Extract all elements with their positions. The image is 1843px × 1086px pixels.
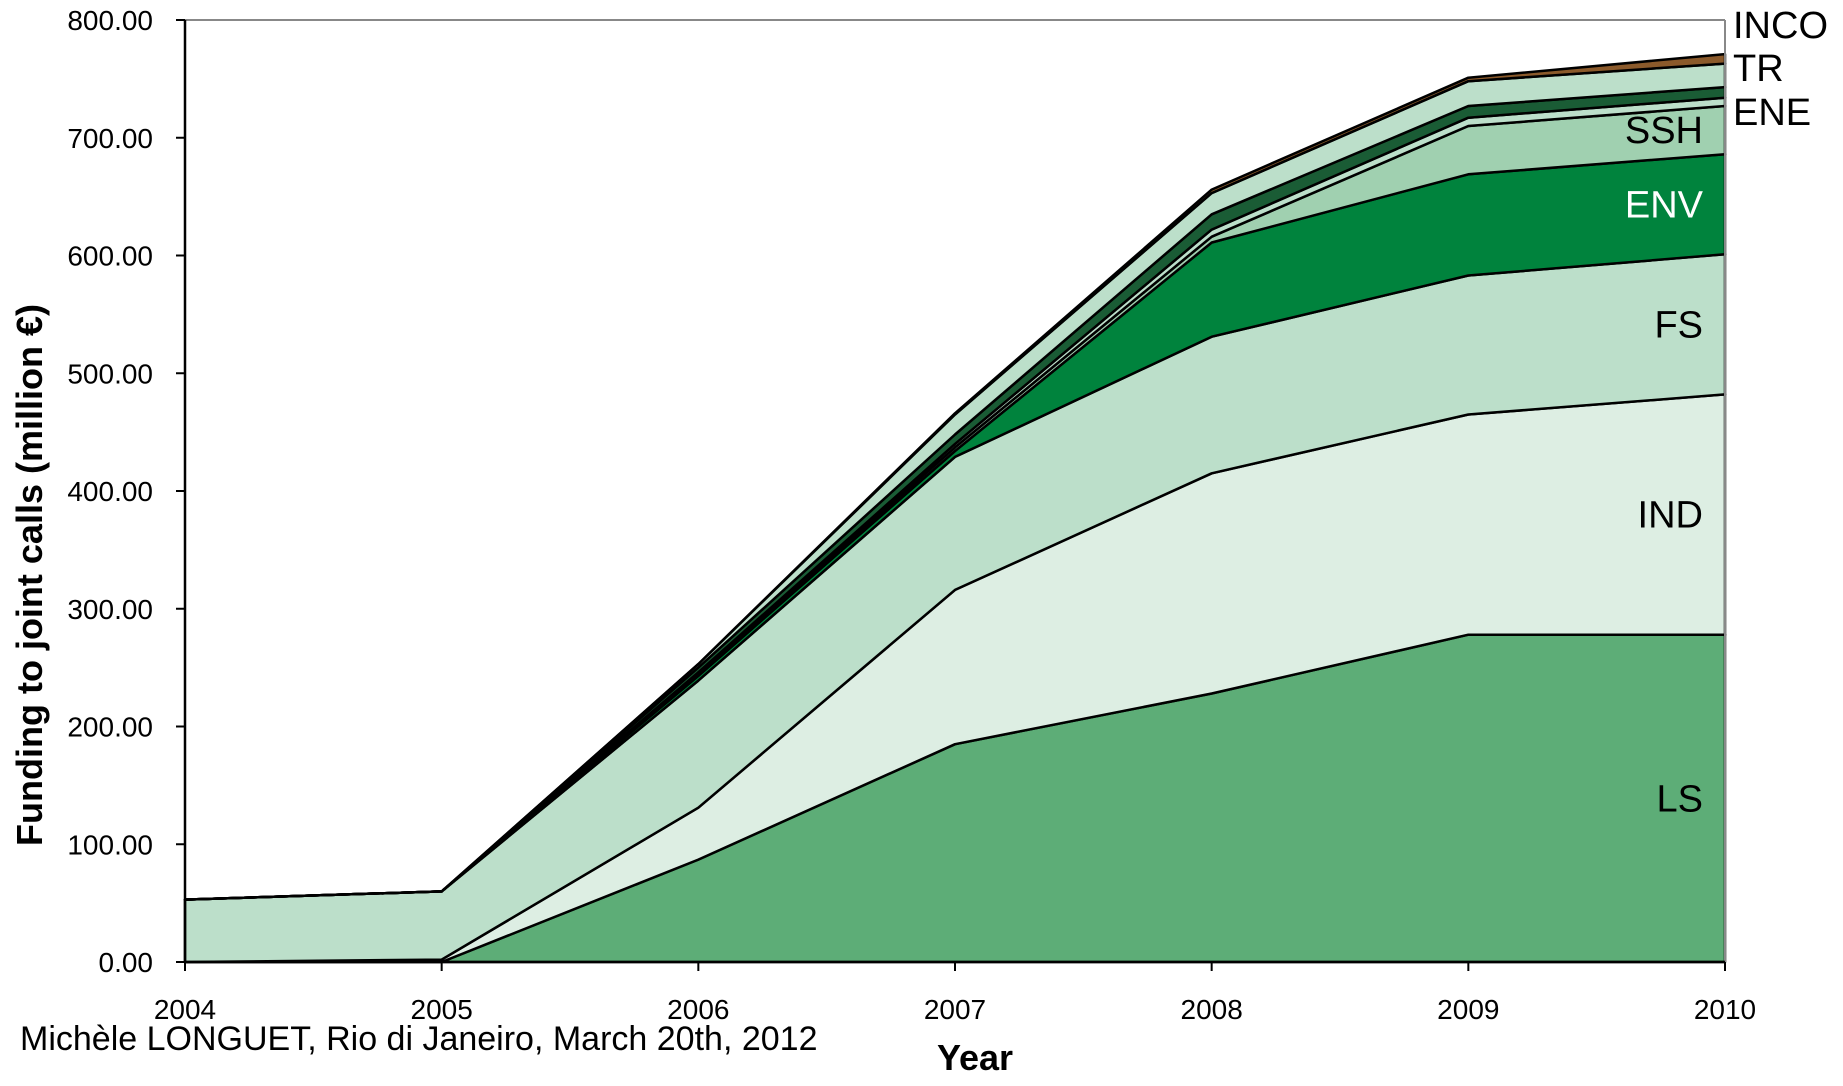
series-label-ind: IND: [1638, 495, 1703, 537]
credit-text: Michèle LONGUET, Rio di Janeiro, March 2…: [20, 1020, 817, 1058]
y-tick-label: 300.00: [67, 594, 153, 625]
y-tick-label: 600.00: [67, 241, 153, 272]
y-tick-label: 700.00: [67, 123, 153, 154]
series-label-env: ENV: [1625, 184, 1704, 226]
x-tick-label: 2007: [924, 994, 986, 1025]
series-label-fs: FS: [1654, 304, 1703, 346]
series-label-ssh: SSH: [1625, 110, 1703, 152]
y-axis-title: Funding to joint calls (million €): [9, 304, 50, 846]
x-axis-title: Year: [937, 1037, 1013, 1078]
series-label-ls: LS: [1657, 778, 1703, 820]
x-tick-label: 2009: [1437, 994, 1499, 1025]
y-axis-ticks: 0.00 100.00 200.00 300.00 400.00 500.00 600.00…: [67, 5, 185, 978]
x-tick-label: 2006: [667, 994, 729, 1025]
y-tick-label: 500.00: [67, 358, 153, 389]
x-axis-ticks: 2004 2005 2006 2007 2008 2009 2010: [154, 962, 1756, 1025]
x-tick-label: 2005: [411, 994, 473, 1025]
y-tick-label: 100.00: [67, 829, 153, 860]
y-tick-label: 0.00: [99, 947, 154, 978]
series-label-inco: INCO: [1733, 5, 1828, 47]
y-tick-label: 200.00: [67, 712, 153, 743]
series-label-ene: ENE: [1733, 92, 1811, 134]
x-tick-label: 2004: [154, 994, 216, 1025]
area-layers: [183, 52, 1727, 964]
y-tick-label: 800.00: [67, 5, 153, 36]
x-tick-label: 2008: [1181, 994, 1243, 1025]
y-tick-label: 400.00: [67, 476, 153, 507]
series-label-tr: TR: [1733, 48, 1784, 90]
x-tick-label: 2010: [1694, 994, 1756, 1025]
